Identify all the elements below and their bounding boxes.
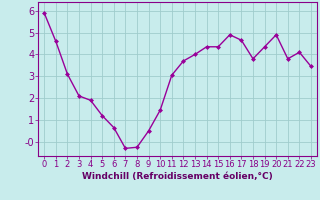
X-axis label: Windchill (Refroidissement éolien,°C): Windchill (Refroidissement éolien,°C) xyxy=(82,172,273,181)
